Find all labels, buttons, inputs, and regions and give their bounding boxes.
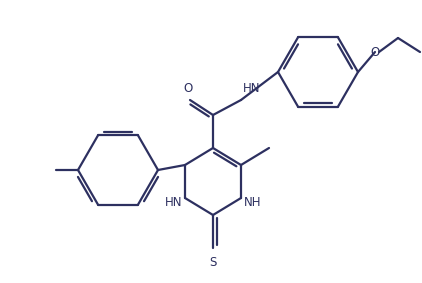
Text: S: S	[209, 256, 216, 269]
Text: HN: HN	[243, 82, 260, 95]
Text: O: O	[184, 82, 192, 95]
Text: NH: NH	[244, 196, 262, 209]
Text: HN: HN	[165, 196, 182, 209]
Text: O: O	[371, 46, 380, 59]
